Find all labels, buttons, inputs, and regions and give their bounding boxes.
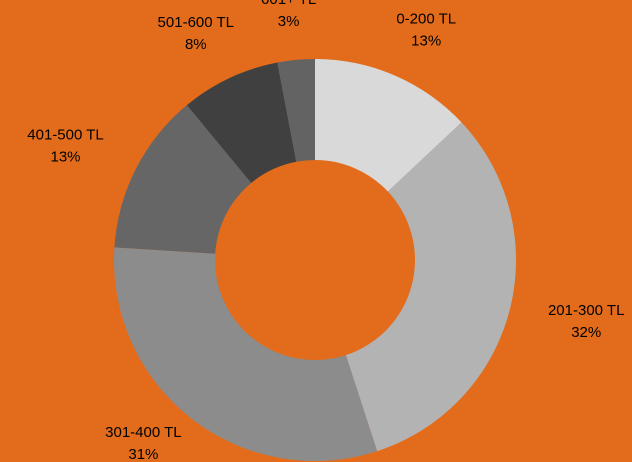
donut-slice [114,105,252,254]
slice-value-label: 13% [411,33,441,50]
slice-label: 201-300 TL [548,302,624,319]
slice-value-label: 3% [278,13,300,30]
donut-slice [345,122,516,452]
slice-value-label: 32% [571,324,601,341]
slice-label: 501-600 TL [158,14,234,31]
slice-label: 601+ TL [261,0,316,8]
slice-label: 0-200 TL [396,11,456,28]
slice-label: 301-400 TL [105,424,181,441]
donut-slice [277,59,315,162]
donut-slice [186,62,297,183]
donut-slice [315,59,462,192]
slice-label: 401-500 TL [27,126,103,143]
slice-value-label: 31% [128,446,158,462]
slice-value-label: 13% [51,148,81,165]
slice-value-label: 8% [185,36,207,53]
donut-slice [114,247,378,461]
